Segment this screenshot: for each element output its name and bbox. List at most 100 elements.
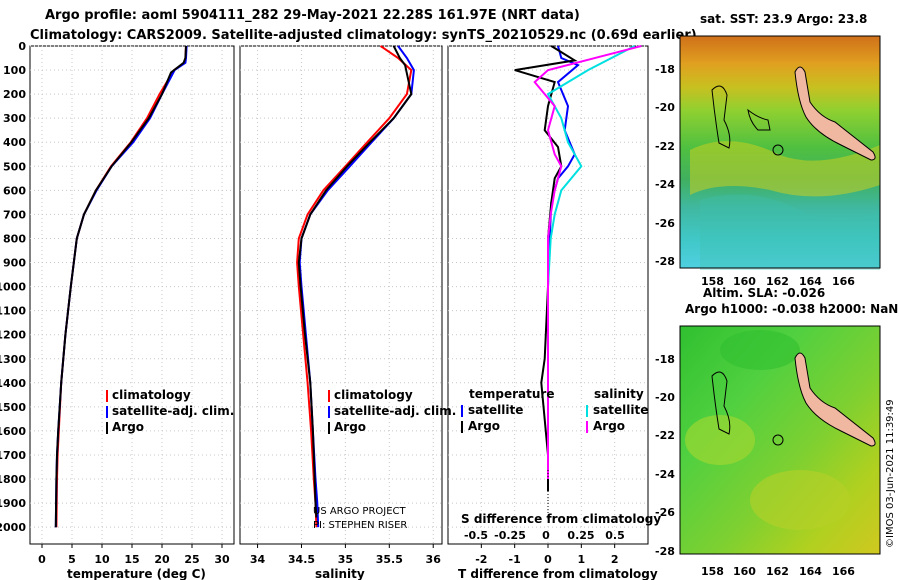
sla-patch: [750, 470, 850, 530]
sst-ytick: -22: [655, 140, 675, 153]
argo-float-position: [772, 434, 784, 446]
depth-tick-label: 900: [3, 257, 26, 270]
new-caledonia-island: [794, 352, 876, 447]
depth-tick-label: 0: [18, 40, 26, 53]
sla-patch: [685, 415, 755, 465]
depth-tick-label: 1100: [0, 305, 26, 318]
sst-map-title: sat. SST: 23.9 Argo: 23.8: [700, 12, 867, 26]
sla-xtick: 158: [701, 565, 724, 578]
x-tick-label: 25: [184, 553, 199, 566]
depth-tick-label: 1900: [0, 497, 26, 510]
sst-ytick: -28: [655, 255, 675, 268]
series-line-climatology: [296, 45, 413, 528]
sla-map-xticks: 158 160 162 164 166: [701, 565, 855, 578]
temperature-xlabel: temperature (deg C): [67, 567, 206, 580]
difference-xlabel: T difference from climatology: [458, 567, 658, 580]
x-tick-label: 2: [611, 553, 619, 566]
x-tick-label: 34.5: [288, 553, 315, 566]
sst-ytick: -18: [655, 63, 675, 76]
legend-label-satellite: satellite-adj. clim.: [334, 404, 456, 418]
sla-ytick: -26: [655, 506, 675, 519]
series-line-t-argo: [514, 45, 578, 492]
x-tick-label: 0: [38, 553, 46, 566]
x-tick-label: 10: [94, 553, 110, 566]
legend-label-argo: Argo: [334, 420, 366, 434]
chesterfield-reef-outline: [711, 85, 731, 149]
depth-axis-labels: 0 100 200 300 400 500 600 700 800 900 1000 1100 1200…: [0, 40, 26, 534]
depth-tick-label: 1800: [0, 473, 26, 486]
argo-float-position: [772, 144, 784, 156]
sla-ytick: -22: [655, 429, 675, 442]
x-tick-label: 0: [544, 553, 552, 566]
sla-ytick: -28: [655, 545, 675, 558]
grid-lines: [30, 45, 648, 544]
sla-xtick: 162: [766, 565, 789, 578]
legend-label-satellite: satellite-adj. clim.: [112, 404, 234, 418]
depth-tick-label: 1300: [0, 353, 26, 366]
salinity-panel-frame: [239, 45, 443, 545]
sst-map-frame: [679, 35, 881, 269]
sst-xtick: 160: [733, 275, 756, 288]
sla-patch: [720, 330, 800, 370]
sla-xtick: 160: [733, 565, 756, 578]
legend-label-s-argo: Argo: [593, 419, 625, 433]
sla-xtick: 164: [799, 565, 822, 578]
salinity-xlabel: salinity: [315, 567, 365, 580]
legend-label-climatology: climatology: [334, 388, 413, 402]
depth-tick-label: 800: [3, 232, 26, 245]
credit-line1: US ARGO PROJECT: [313, 506, 407, 517]
sst-ytick: -20: [655, 101, 675, 114]
sst-xtick: 158: [701, 275, 724, 288]
header-line1: Argo profile: aoml 5904111_282 29-May-20…: [45, 8, 580, 23]
series-line-argo: [297, 45, 413, 518]
sla-map-frame: [679, 325, 881, 555]
sla-xtick: 166: [832, 565, 855, 578]
x-tick-label-salinity-diff: 0: [542, 529, 550, 542]
x-tick-label: 5: [68, 553, 76, 566]
depth-tick-label: 2000: [0, 521, 26, 534]
depth-tick-label: 600: [3, 184, 26, 197]
x-tick-label-salinity-diff: 0.5: [605, 529, 625, 542]
credit-line2: PI: STEPHEN RISER: [313, 520, 407, 531]
x-tick-label: 35: [338, 553, 353, 566]
temperature-legend: climatology satellite-adj. clim. Argo: [106, 388, 234, 434]
difference-legend: temperature salinity satellite Argo sate…: [461, 387, 648, 433]
legend-title-salinity: salinity: [594, 387, 644, 401]
series-line-s-argo: [533, 45, 642, 479]
sst-xtick: 162: [766, 275, 789, 288]
legend-label-argo: Argo: [112, 420, 144, 434]
sst-xtick: 164: [799, 275, 822, 288]
sla-map-title2: Argo h1000: -0.038 h2000: NaN: [685, 302, 898, 316]
profile-marks: 0 5 10 15 20 25 30 34 34.5 35 35.5 36 -2 -1 0 1 2 -0.5 -0.…: [38, 45, 642, 566]
sst-map-yticks: -18 -20 -22 -24 -26 -28: [655, 63, 675, 268]
sla-map-title1: Altim. SLA: -0.026: [703, 286, 825, 300]
sst-cool-patch: [700, 194, 880, 270]
x-tick-label: 20: [154, 553, 170, 566]
difference-xlabel2: S difference from climatology: [461, 512, 661, 526]
x-tick-label: 36: [426, 553, 442, 566]
depth-tick-label: 700: [3, 208, 26, 221]
x-tick-label: -1: [509, 553, 521, 566]
depth-tick-label: 1400: [0, 377, 26, 390]
x-tick-label-salinity-diff: 0.25: [567, 529, 594, 542]
depth-tick-label: 1700: [0, 449, 26, 462]
depth-tick-label: 1500: [0, 401, 26, 414]
depth-tick-label: 1000: [0, 281, 26, 294]
x-tick-label: 15: [124, 553, 139, 566]
new-caledonia-island: [794, 66, 876, 161]
x-tick-label: -2: [475, 553, 487, 566]
series-line-s-satellite: [546, 45, 636, 479]
legend-label-t-argo: Argo: [468, 419, 500, 433]
sla-map-yticks: -18 -20 -22 -24 -26 -28: [655, 353, 675, 558]
reef-outline: [747, 108, 771, 131]
sla-ytick: -18: [655, 353, 675, 366]
sla-ytick: -24: [655, 468, 675, 481]
x-tick-label: 34: [250, 553, 266, 566]
sst-map-xticks: 158 160 162 164 166: [701, 275, 855, 288]
x-tick-label: 1: [578, 553, 586, 566]
legend-title-temperature: temperature: [469, 387, 554, 401]
depth-tick-label: 500: [3, 160, 26, 173]
sst-map: [679, 35, 881, 270]
chesterfield-reef-outline: [711, 371, 731, 435]
